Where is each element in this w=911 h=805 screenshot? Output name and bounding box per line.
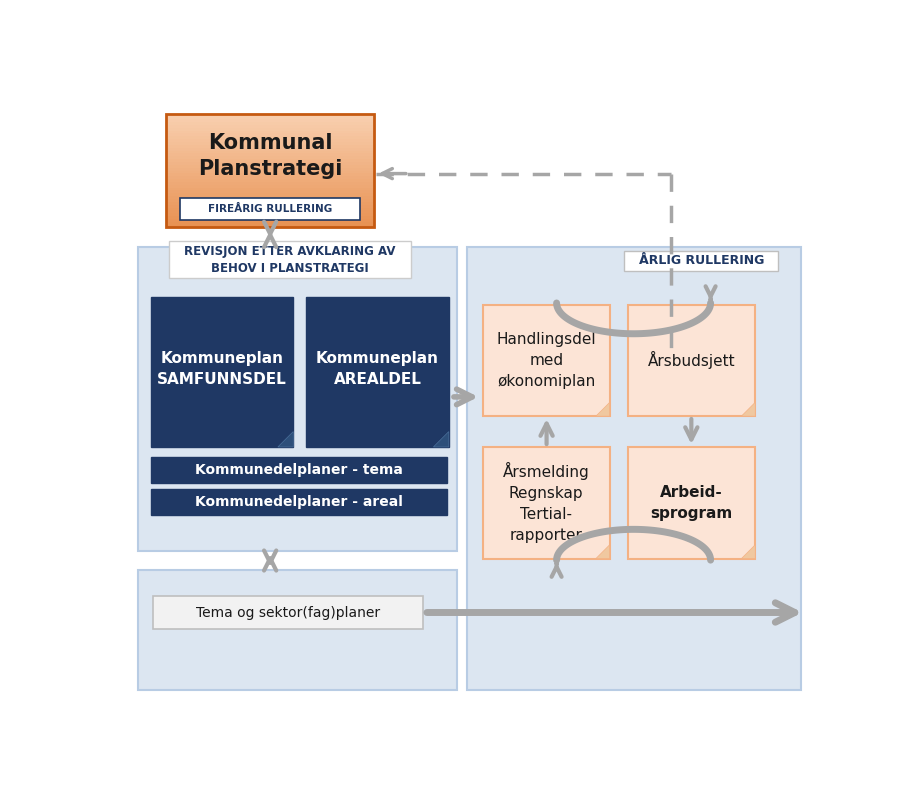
- FancyBboxPatch shape: [138, 570, 457, 690]
- FancyBboxPatch shape: [166, 117, 374, 120]
- FancyBboxPatch shape: [151, 297, 293, 447]
- FancyBboxPatch shape: [138, 247, 457, 551]
- FancyBboxPatch shape: [166, 145, 374, 148]
- FancyBboxPatch shape: [180, 198, 360, 220]
- FancyBboxPatch shape: [166, 216, 374, 220]
- FancyBboxPatch shape: [151, 457, 447, 483]
- FancyBboxPatch shape: [166, 151, 374, 155]
- Polygon shape: [742, 545, 755, 559]
- FancyBboxPatch shape: [166, 125, 374, 129]
- FancyBboxPatch shape: [169, 242, 411, 279]
- Text: Arbeid-
sprogram: Arbeid- sprogram: [650, 485, 732, 521]
- Polygon shape: [596, 402, 609, 416]
- Polygon shape: [434, 431, 449, 447]
- FancyBboxPatch shape: [466, 247, 802, 690]
- Text: Kommunedelplaner - tema: Kommunedelplaner - tema: [195, 463, 403, 477]
- FancyBboxPatch shape: [166, 119, 374, 123]
- FancyBboxPatch shape: [166, 114, 374, 118]
- Text: Handlingsdel
med
økonomiplan: Handlingsdel med økonomiplan: [496, 332, 596, 389]
- Text: Kommuneplan: Kommuneplan: [316, 350, 439, 365]
- FancyBboxPatch shape: [151, 489, 447, 515]
- FancyBboxPatch shape: [166, 219, 374, 222]
- Text: SAMFUNNSDEL: SAMFUNNSDEL: [158, 372, 287, 387]
- FancyBboxPatch shape: [624, 250, 778, 270]
- FancyBboxPatch shape: [166, 139, 374, 142]
- FancyBboxPatch shape: [166, 204, 374, 208]
- FancyBboxPatch shape: [166, 210, 374, 214]
- FancyBboxPatch shape: [153, 596, 423, 630]
- FancyBboxPatch shape: [166, 176, 374, 180]
- FancyBboxPatch shape: [166, 188, 374, 192]
- FancyBboxPatch shape: [166, 148, 374, 151]
- FancyBboxPatch shape: [166, 142, 374, 146]
- FancyBboxPatch shape: [166, 165, 374, 168]
- FancyBboxPatch shape: [166, 199, 374, 203]
- FancyBboxPatch shape: [166, 173, 374, 177]
- FancyBboxPatch shape: [166, 191, 374, 194]
- FancyBboxPatch shape: [166, 193, 374, 197]
- Text: Kommunedelplaner - areal: Kommunedelplaner - areal: [195, 495, 403, 510]
- FancyBboxPatch shape: [166, 202, 374, 205]
- Text: Årsbudsjett: Årsbudsjett: [648, 351, 735, 369]
- FancyBboxPatch shape: [166, 156, 374, 160]
- FancyBboxPatch shape: [166, 134, 374, 137]
- Text: Årsmelding
Regnskap
Tertial-
rapporter: Årsmelding Regnskap Tertial- rapporter: [503, 462, 589, 543]
- FancyBboxPatch shape: [166, 171, 374, 174]
- FancyBboxPatch shape: [166, 162, 374, 166]
- Text: AREALDEL: AREALDEL: [333, 372, 422, 387]
- FancyBboxPatch shape: [166, 179, 374, 183]
- FancyBboxPatch shape: [629, 304, 755, 416]
- FancyBboxPatch shape: [166, 208, 374, 211]
- FancyBboxPatch shape: [483, 447, 609, 559]
- Polygon shape: [742, 402, 755, 416]
- FancyBboxPatch shape: [166, 128, 374, 131]
- Polygon shape: [278, 431, 293, 447]
- FancyBboxPatch shape: [166, 159, 374, 163]
- FancyBboxPatch shape: [166, 182, 374, 185]
- Text: ÅRLIG RULLERING: ÅRLIG RULLERING: [639, 254, 764, 267]
- Polygon shape: [596, 545, 609, 559]
- Text: Tema og sektor(fag)planer: Tema og sektor(fag)planer: [196, 605, 380, 620]
- FancyBboxPatch shape: [166, 185, 374, 188]
- FancyBboxPatch shape: [166, 225, 374, 229]
- FancyBboxPatch shape: [166, 213, 374, 217]
- FancyBboxPatch shape: [483, 304, 609, 416]
- FancyBboxPatch shape: [629, 447, 755, 559]
- FancyBboxPatch shape: [166, 130, 374, 134]
- FancyBboxPatch shape: [166, 122, 374, 126]
- Text: Kommuneplan: Kommuneplan: [160, 350, 283, 365]
- FancyBboxPatch shape: [166, 196, 374, 200]
- FancyBboxPatch shape: [166, 222, 374, 225]
- FancyBboxPatch shape: [166, 136, 374, 140]
- Text: Kommunal
Planstrategi: Kommunal Planstrategi: [198, 133, 343, 179]
- FancyBboxPatch shape: [306, 297, 449, 447]
- Text: REVISJON ETTER AVKLARING AV
BEHOV I PLANSTRATEGI: REVISJON ETTER AVKLARING AV BEHOV I PLAN…: [184, 245, 395, 275]
- Text: FIREÅRIG RULLERING: FIREÅRIG RULLERING: [208, 204, 333, 214]
- FancyBboxPatch shape: [166, 154, 374, 157]
- FancyBboxPatch shape: [166, 167, 374, 171]
